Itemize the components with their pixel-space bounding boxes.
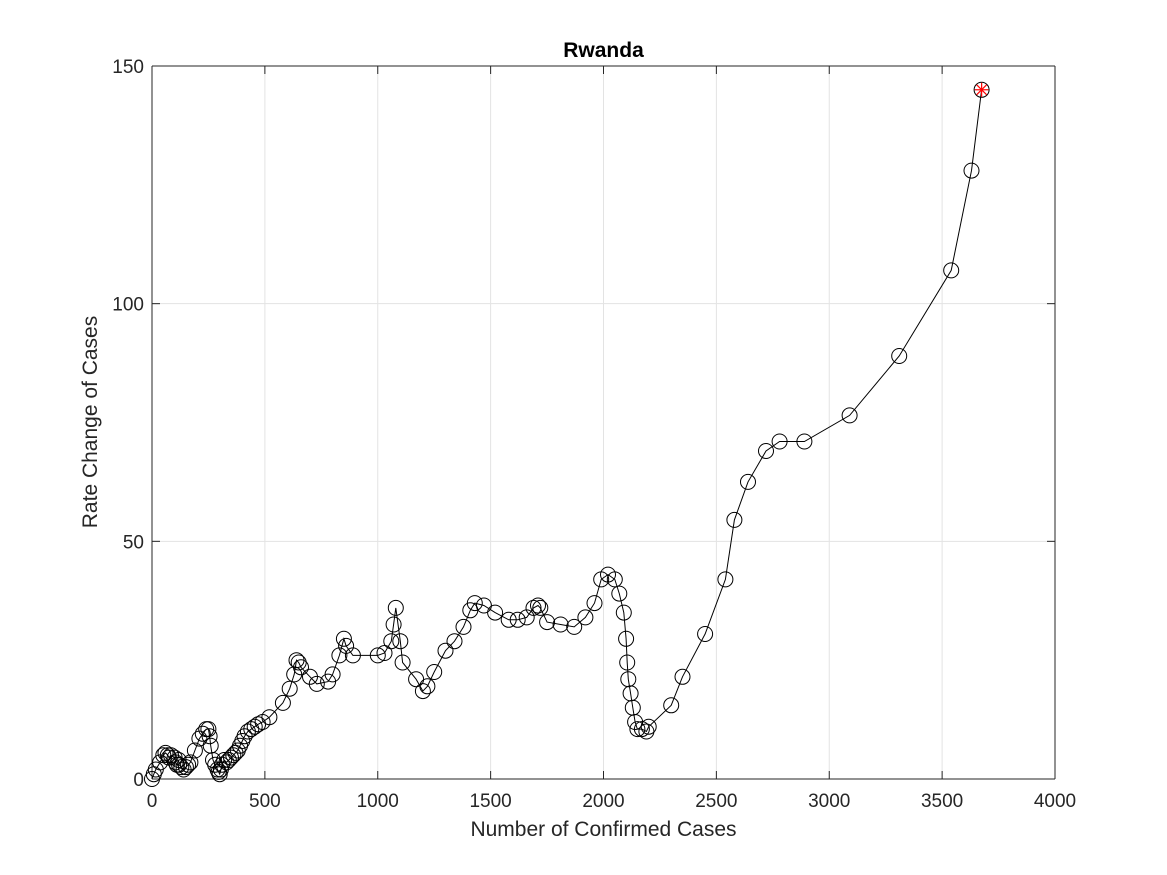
x-axis-label: Number of Confirmed Cases	[470, 818, 736, 841]
data-point	[500, 611, 517, 628]
data-point	[758, 443, 774, 459]
data-point	[611, 585, 628, 602]
data-point	[663, 697, 680, 714]
data-point	[618, 630, 635, 647]
x-tick-label: 3500	[921, 791, 963, 812]
data-point	[509, 611, 526, 628]
x-tick-label: 0	[147, 791, 158, 812]
data-point	[408, 671, 425, 688]
data-point	[586, 595, 603, 612]
data-point	[455, 618, 472, 635]
data-point	[392, 633, 409, 650]
x-tick-label: 500	[249, 791, 281, 812]
data-point	[250, 716, 267, 733]
data-point	[566, 618, 583, 635]
data-point	[274, 694, 291, 711]
x-tick-labels: 0 500 1000 1500 2000 2500 3000 3500 4000	[147, 791, 1076, 812]
data-point	[419, 678, 436, 695]
axis-ticks	[151, 65, 1056, 780]
data-point	[369, 647, 386, 664]
data-point	[177, 759, 194, 776]
data-point	[437, 642, 454, 659]
data-point	[963, 162, 980, 179]
data-point	[201, 728, 218, 745]
data-point	[606, 571, 623, 588]
y-tick-label: 150	[112, 57, 144, 78]
y-tick-label: 100	[112, 295, 144, 316]
data-point	[640, 718, 657, 735]
data-point	[293, 659, 309, 676]
data-point	[796, 433, 813, 450]
x-tick-label: 1000	[357, 791, 399, 812]
data-point	[414, 683, 431, 700]
x-tick-label: 2000	[582, 791, 624, 812]
data-point	[200, 721, 217, 738]
data-point	[726, 511, 743, 528]
x-tick-label: 1500	[469, 791, 511, 812]
data-point	[771, 433, 788, 450]
data-point	[740, 473, 756, 490]
data-point	[466, 595, 483, 612]
data-point	[943, 262, 960, 279]
data-point	[532, 599, 549, 616]
y-tick-label: 50	[123, 532, 144, 553]
data-point	[344, 647, 361, 664]
data-point	[171, 756, 188, 773]
data-point	[216, 752, 233, 768]
data-point	[525, 599, 542, 616]
data-point	[308, 675, 325, 692]
data-point	[697, 626, 714, 642]
chart-title: Rwanda	[563, 39, 644, 62]
data-point	[475, 597, 492, 614]
data-point	[619, 654, 636, 671]
data-point	[446, 633, 463, 650]
latest-point-highlight	[974, 82, 989, 97]
y-axis-label: Rate Change of Cases	[79, 316, 102, 528]
data-point	[487, 604, 504, 621]
data-point	[281, 680, 298, 697]
grid-lines	[152, 66, 1055, 779]
data-point	[225, 747, 242, 764]
data-point	[633, 721, 650, 738]
data-point	[530, 597, 546, 614]
data-point	[394, 654, 411, 671]
data-point	[577, 609, 594, 626]
data-point	[426, 664, 443, 680]
data-point	[387, 599, 404, 616]
data-point	[376, 645, 393, 661]
y-tick-labels: 0 50 100 150	[112, 57, 144, 791]
highlight-asterisk-stroke	[976, 84, 988, 96]
data-point	[261, 709, 278, 726]
data-point	[385, 616, 402, 633]
data-point	[186, 742, 203, 759]
data-point	[891, 348, 908, 364]
data-point	[180, 756, 197, 773]
data-point	[717, 571, 734, 588]
data-point	[973, 81, 990, 98]
data-point	[383, 633, 400, 650]
x-tick-label: 3000	[808, 791, 850, 812]
data-point	[331, 647, 348, 664]
data-point	[674, 668, 691, 685]
data-point	[629, 721, 646, 738]
data-point	[552, 616, 569, 633]
data-point	[841, 407, 858, 424]
data-point	[173, 759, 190, 776]
data-point	[324, 666, 341, 683]
y-tick-label: 0	[133, 770, 144, 791]
data-point	[182, 754, 199, 771]
data-point	[539, 614, 556, 631]
data-point	[615, 604, 632, 621]
data-point	[335, 630, 352, 647]
data-point	[194, 725, 211, 742]
x-tick-label: 2500	[695, 791, 737, 812]
data-point-markers	[144, 81, 990, 787]
data-point	[246, 718, 263, 735]
x-tick-label: 4000	[1034, 791, 1076, 812]
